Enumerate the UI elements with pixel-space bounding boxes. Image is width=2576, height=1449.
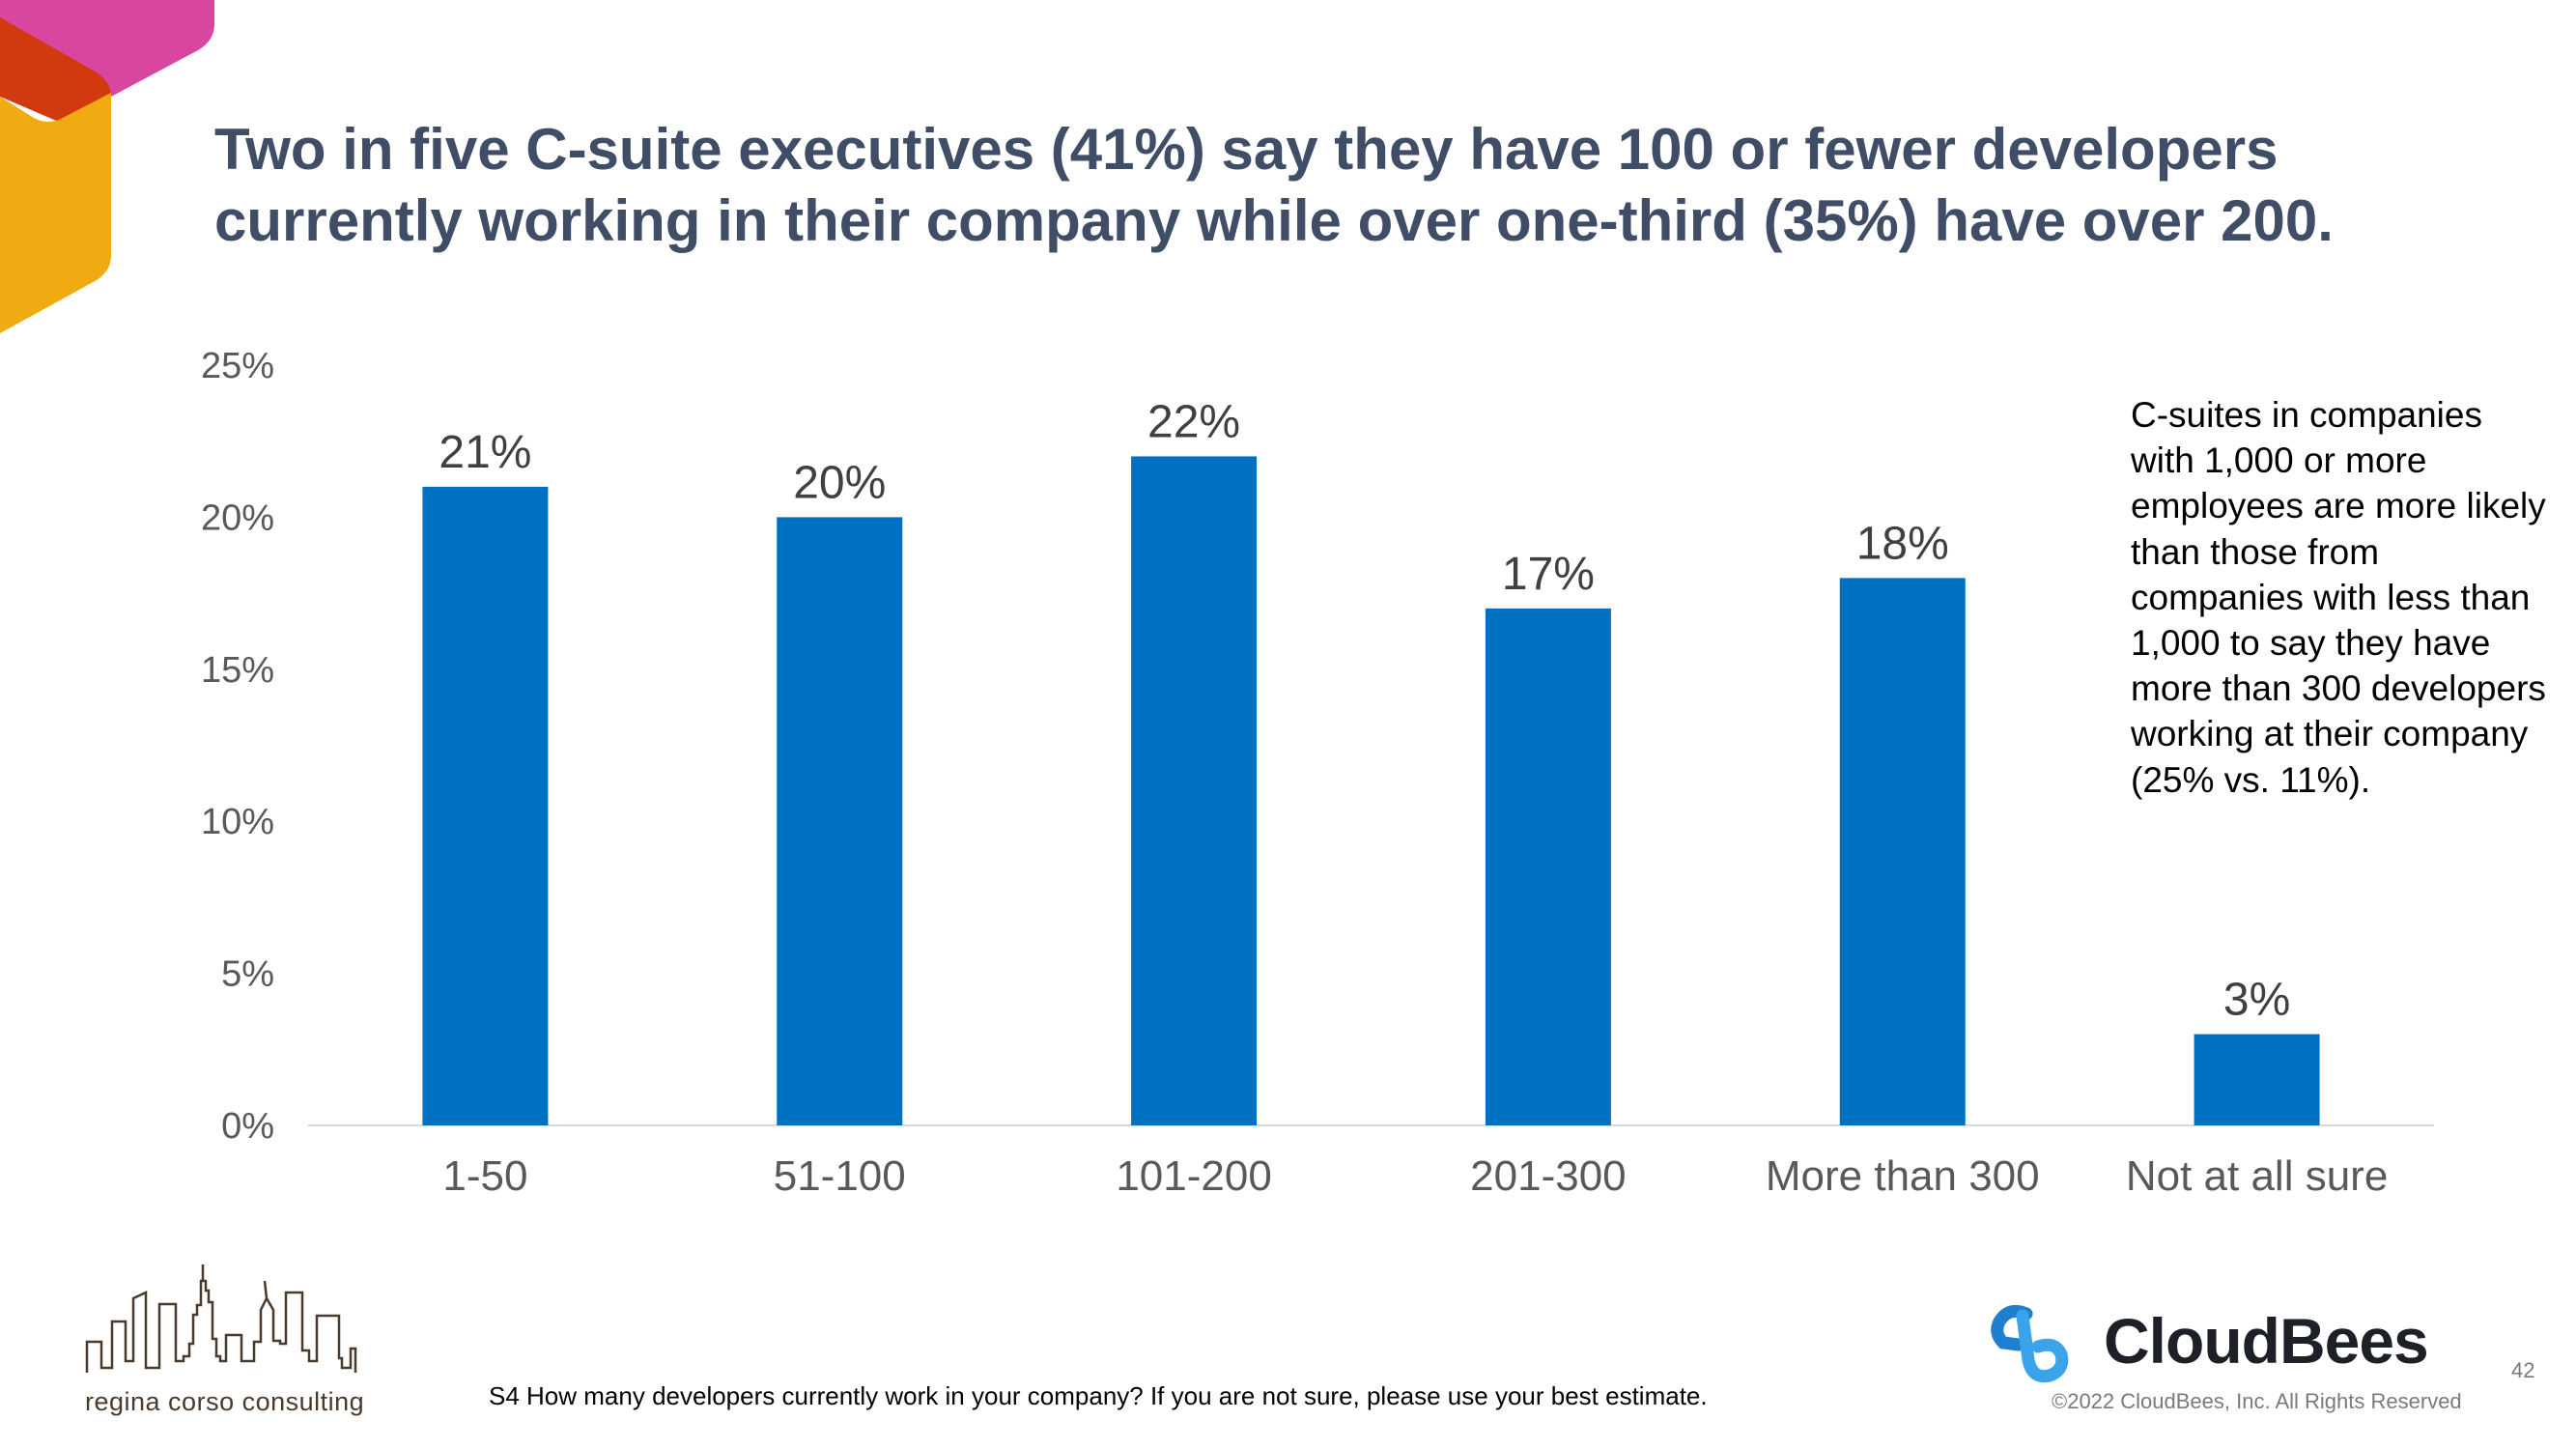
data-label: 3% — [2223, 975, 2290, 1026]
data-label: 22% — [1147, 396, 1240, 447]
bar — [1485, 608, 1611, 1125]
cloudbees-icon — [1991, 1304, 2069, 1383]
bar — [422, 486, 549, 1125]
data-label: 21% — [439, 427, 531, 478]
y-tick-label: 15% — [201, 650, 274, 691]
data-label: 18% — [1856, 518, 1949, 569]
x-category-label: Not at all sure — [2126, 1152, 2388, 1200]
y-tick-label: 0% — [221, 1106, 274, 1147]
y-tick-label: 5% — [221, 954, 274, 995]
data-label: 20% — [793, 457, 886, 508]
footnote: S4 How many developers currently work in… — [489, 1381, 1708, 1410]
copyright: ©2022 CloudBees, Inc. All Rights Reserve… — [2052, 1389, 2462, 1413]
bar — [2194, 1034, 2320, 1125]
x-category-label: More than 300 — [1766, 1152, 2040, 1200]
side-note: C-suites in companies with 1,000 or more… — [2131, 395, 2546, 800]
cloudbees-logo-text: CloudBees — [2104, 1305, 2429, 1377]
bar — [777, 517, 903, 1125]
bar — [1839, 578, 1966, 1125]
x-category-label: 51-100 — [774, 1152, 906, 1200]
y-tick-label: 20% — [201, 497, 274, 538]
data-label: 17% — [1502, 549, 1595, 600]
bar-chart: 0% 5% 10% 15% 20% 25% 21% 1-50 20% 51-100 22% 101-2… — [201, 346, 2434, 1200]
y-tick-label: 25% — [201, 346, 274, 386]
regina-corso-skyline-logo — [85, 1264, 357, 1373]
brand-corner-logo — [0, 0, 214, 333]
x-category-label: 1-50 — [442, 1152, 527, 1200]
x-category-label: 201-300 — [1470, 1152, 1626, 1200]
slide-title: Two in five C-suite executives (41%) say… — [214, 117, 2334, 253]
x-category-label: 101-200 — [1116, 1152, 1271, 1200]
y-tick-label: 10% — [201, 802, 274, 842]
bar — [1131, 456, 1258, 1125]
page-number: 42 — [2511, 1358, 2535, 1382]
regina-corso-logo-text: regina corso consulting — [85, 1387, 365, 1416]
